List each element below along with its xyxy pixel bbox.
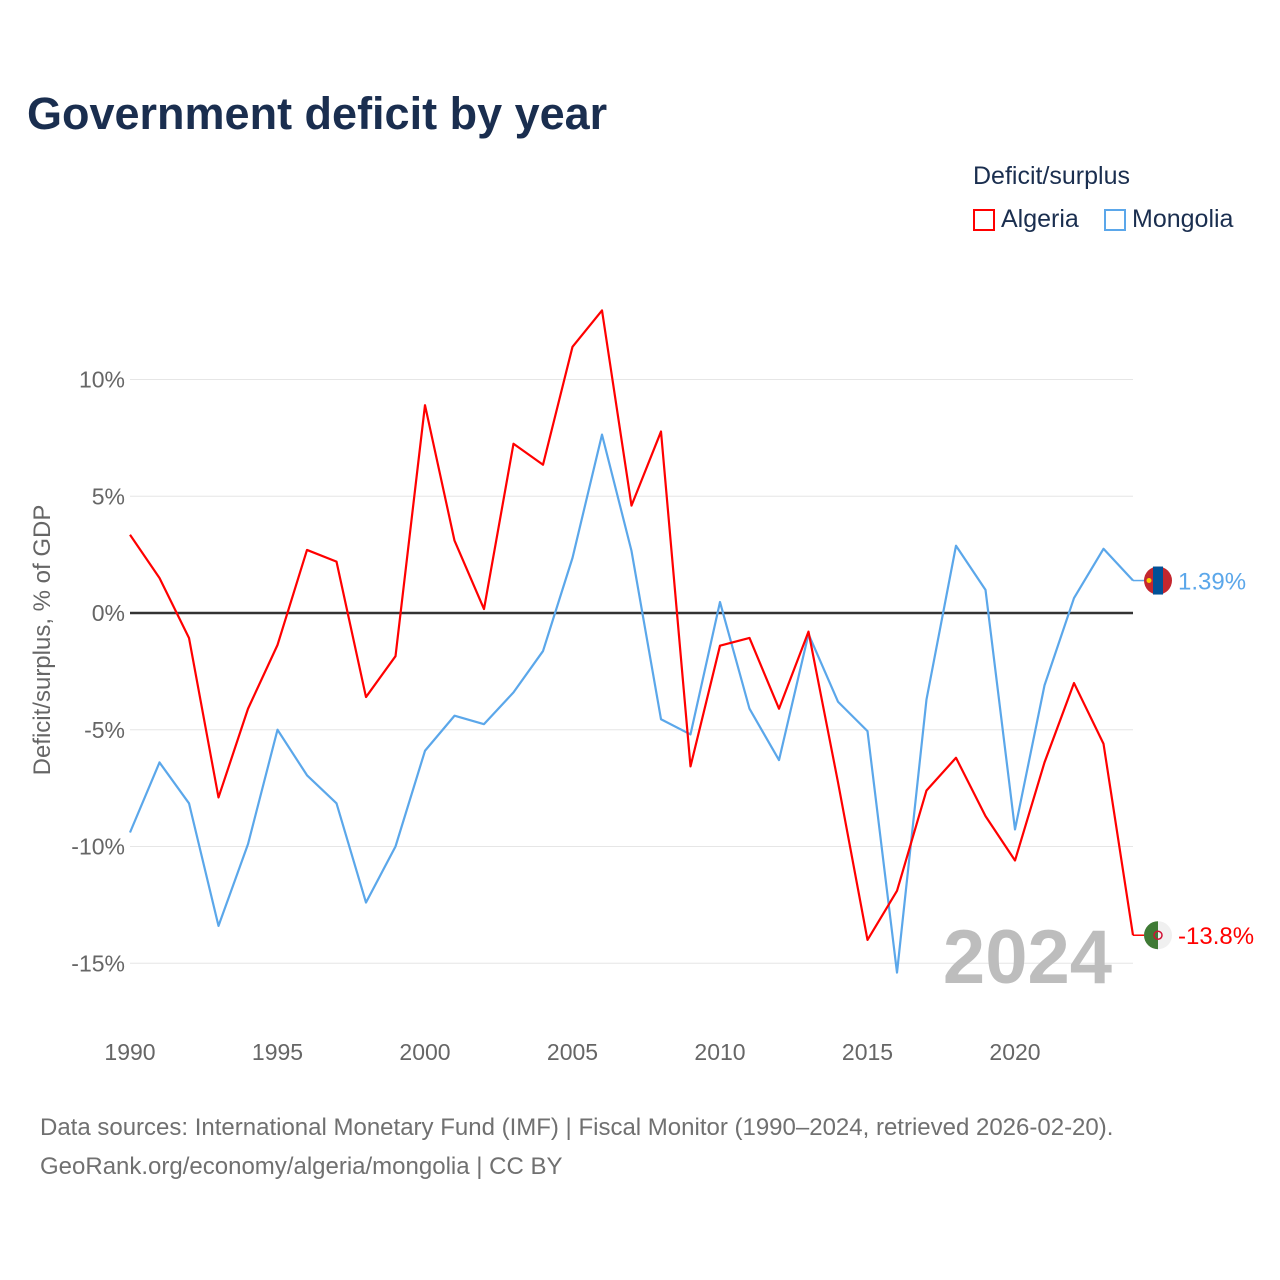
- chart-title: Government deficit by year: [27, 88, 608, 139]
- x-tick-label: 1990: [104, 1039, 155, 1065]
- series-line-mongolia: [128, 433, 1134, 974]
- x-tick-label: 1995: [252, 1039, 303, 1065]
- y-tick-label: -5%: [84, 717, 125, 743]
- footer: Data sources: International Monetary Fun…: [40, 1108, 1113, 1186]
- legend-label: Mongolia: [1132, 205, 1234, 233]
- y-tick-label: -15%: [71, 950, 125, 976]
- algeria-flag-icon: [1144, 921, 1172, 950]
- legend-item-algeria[interactable]: Algeria: [973, 205, 1079, 234]
- footer-sources: Data sources: International Monetary Fun…: [40, 1114, 1114, 1141]
- x-tick-label: 2020: [989, 1039, 1040, 1065]
- x-tick-label: 2000: [399, 1039, 450, 1065]
- y-tick-label: 0%: [92, 600, 125, 626]
- y-tick-label: 5%: [92, 483, 125, 509]
- legend-swatch-mongolia: [1104, 208, 1126, 231]
- y-axis-label: Deficit/surplus, % of GDP: [29, 505, 56, 776]
- x-tick-label: 2015: [842, 1039, 893, 1065]
- flag-part: [1146, 578, 1152, 584]
- end-value-label: 1.39%: [1178, 569, 1246, 596]
- x-tick-label: 2010: [694, 1039, 745, 1065]
- y-tick-label: -10%: [71, 834, 125, 860]
- series-line-algeria: [129, 309, 1135, 942]
- end-value-label: -13.8%: [1178, 923, 1254, 950]
- mongolia-flag-icon: [1144, 566, 1172, 595]
- legend-swatch-algeria: [973, 208, 995, 231]
- legend-item-mongolia[interactable]: Mongolia: [1104, 205, 1233, 234]
- flag-part: [1144, 921, 1158, 950]
- x-tick-label: 2005: [547, 1039, 598, 1065]
- legend-title: Deficit/surplus: [973, 162, 1130, 190]
- flag-part: [1153, 566, 1163, 595]
- y-tick-label: 10%: [79, 367, 125, 393]
- footer-link[interactable]: GeoRank.org/economy/algeria/mongolia | C…: [40, 1153, 563, 1180]
- legend-label: Algeria: [1001, 205, 1079, 233]
- year-watermark: 2024: [943, 915, 1112, 1000]
- flag-part: [1153, 930, 1163, 940]
